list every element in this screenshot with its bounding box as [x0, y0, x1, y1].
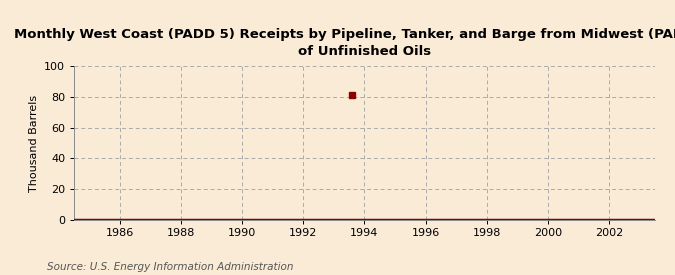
Title: Monthly West Coast (PADD 5) Receipts by Pipeline, Tanker, and Barge from Midwest: Monthly West Coast (PADD 5) Receipts by …	[14, 28, 675, 58]
Text: Source: U.S. Energy Information Administration: Source: U.S. Energy Information Administ…	[47, 262, 294, 272]
Y-axis label: Thousand Barrels: Thousand Barrels	[28, 94, 38, 192]
